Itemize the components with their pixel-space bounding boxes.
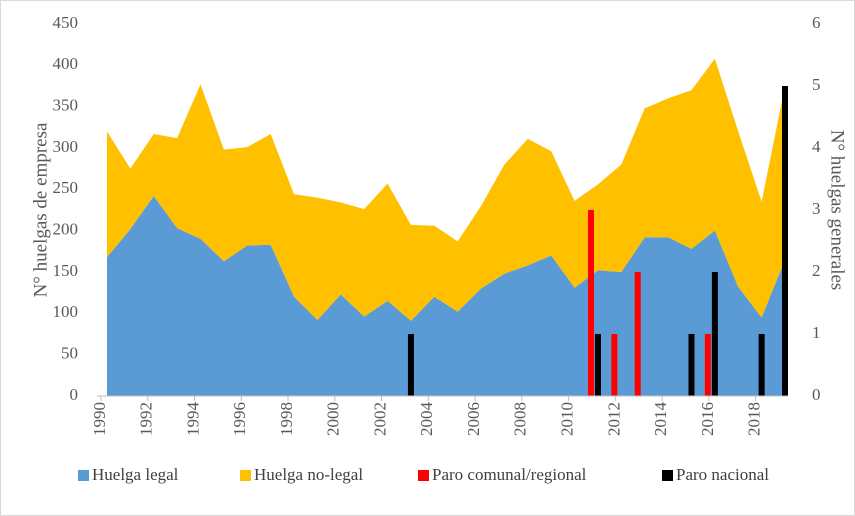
bar xyxy=(611,334,618,396)
legend-label: Paro comunal/regional xyxy=(432,465,587,484)
bar xyxy=(758,334,765,396)
y-tick-label: 400 xyxy=(53,54,79,73)
bar xyxy=(587,210,594,396)
y-tick-label: 0 xyxy=(70,385,79,404)
legend-label: Paro nacional xyxy=(676,465,769,484)
y-tick-label: 350 xyxy=(53,96,79,115)
x-tick-label: 1992 xyxy=(137,402,156,436)
x-tick-label: 2002 xyxy=(370,402,389,436)
y2-tick-label: 4 xyxy=(812,137,821,156)
legend-label: Huelga legal xyxy=(92,465,179,484)
y-tick-label: 250 xyxy=(53,178,79,197)
x-tick-label: 1990 xyxy=(90,402,109,436)
bar xyxy=(407,334,414,396)
y-tick-label: 100 xyxy=(53,302,79,321)
y-tick-label: 300 xyxy=(53,137,79,156)
legend-swatch xyxy=(418,470,429,481)
bar xyxy=(594,334,601,396)
y2-tick-label: 0 xyxy=(812,385,821,404)
y-tick-label: 450 xyxy=(53,13,79,32)
x-tick-label: 2016 xyxy=(698,402,717,436)
x-tick-label: 2004 xyxy=(417,402,436,437)
y-tick-label: 200 xyxy=(53,220,79,239)
x-tick-label: 2012 xyxy=(604,402,623,436)
y2-tick-label: 2 xyxy=(812,261,821,280)
bar xyxy=(688,334,695,396)
y2-tick-label: 1 xyxy=(812,323,821,342)
x-tick-label: 1996 xyxy=(230,402,249,436)
x-tick-label: 1998 xyxy=(277,402,296,436)
legend-swatch xyxy=(240,470,251,481)
y2-axis-title: N° huelgas generales xyxy=(827,130,848,291)
x-tick-label: 2000 xyxy=(324,402,343,436)
y2-tick-label: 6 xyxy=(812,13,821,32)
x-tick-label: 2008 xyxy=(511,402,530,436)
x-tick-label: 2006 xyxy=(464,402,483,436)
bar xyxy=(711,272,718,396)
x-tick-label: 2014 xyxy=(651,402,670,437)
y2-tick-label: 3 xyxy=(812,199,821,218)
y-tick-label: 50 xyxy=(61,344,78,363)
bar xyxy=(634,272,641,396)
x-tick-label: 2010 xyxy=(557,402,576,436)
x-tick-label: 1994 xyxy=(183,402,202,437)
x-tick-label: 2018 xyxy=(745,402,764,436)
bar xyxy=(704,334,711,396)
bar xyxy=(782,86,788,396)
legend-swatch xyxy=(662,470,673,481)
y2-tick-label: 5 xyxy=(812,75,821,94)
legend-label: Huelga no-legal xyxy=(254,465,363,484)
legend-swatch xyxy=(78,470,89,481)
area xyxy=(107,58,785,321)
y-axis-title: N° huelgas de empresa xyxy=(30,122,51,297)
y-tick-label: 150 xyxy=(53,261,79,280)
